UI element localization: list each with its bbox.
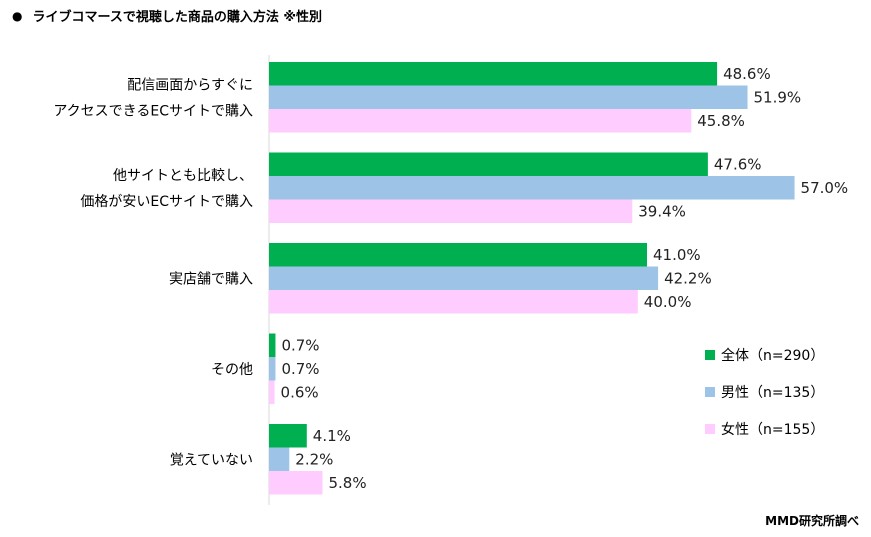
bar <box>269 109 692 133</box>
bar <box>269 357 276 381</box>
category-label: 実店舗で購入 <box>169 271 253 287</box>
bar <box>269 290 638 314</box>
bar <box>269 85 748 109</box>
legend-label: 女性（n=155） <box>721 421 824 438</box>
category-label-line: 配信画面からすぐに <box>127 77 253 93</box>
title-bullet: ● <box>12 8 23 23</box>
category-label-line: 他サイトとも比較し、 <box>113 168 253 184</box>
category-label: その他 <box>211 362 253 378</box>
data-label: 5.8% <box>328 474 366 492</box>
bar <box>269 380 275 404</box>
bar <box>269 176 795 200</box>
data-label: 0.6% <box>281 383 319 401</box>
bar <box>269 333 276 357</box>
data-label: 39.4% <box>638 202 686 220</box>
data-label: 48.6% <box>723 65 771 83</box>
category-label: 覚えていない <box>170 452 253 468</box>
category-label-line: 実店舗で購入 <box>169 271 253 287</box>
bar <box>269 243 648 267</box>
category-label-line: 価格が安いECサイトで購入 <box>80 194 253 210</box>
data-label: 41.0% <box>653 246 701 264</box>
bar <box>269 62 718 86</box>
data-label: 4.1% <box>313 427 351 445</box>
category-label-line: アクセスできるECサイトで購入 <box>53 103 253 119</box>
data-label: 47.6% <box>714 155 762 173</box>
bar <box>269 266 659 290</box>
legend-label: 男性（n=135） <box>721 385 824 401</box>
category-label-line: 覚えていない <box>170 452 253 468</box>
data-label: 42.2% <box>664 269 712 287</box>
data-label: 45.8% <box>697 112 745 130</box>
legend-swatch <box>705 387 715 397</box>
bar <box>269 447 290 471</box>
data-label: 0.7% <box>281 336 319 354</box>
source-credit: MMD研究所調べ <box>765 514 859 528</box>
category-label: 配信画面からすぐにアクセスできるECサイトで購入 <box>53 77 253 119</box>
bar <box>269 471 323 495</box>
legend-label: 全体（n=290） <box>721 347 824 364</box>
data-label: 40.0% <box>644 293 692 311</box>
data-label: 2.2% <box>295 450 333 468</box>
legend-swatch <box>705 424 715 434</box>
legend-swatch <box>705 350 715 360</box>
bar <box>269 152 708 176</box>
data-label: 57.0% <box>801 179 849 197</box>
bar <box>269 424 307 448</box>
chart-title: ● ライブコマースで視聴した商品の購入方法 ※性別 <box>12 6 322 26</box>
title-text: ライブコマースで視聴した商品の購入方法 ※性別 <box>32 10 322 25</box>
category-label-line: その他 <box>211 362 253 378</box>
data-label: 51.9% <box>754 88 802 106</box>
bar <box>269 199 633 223</box>
data-label: 0.7% <box>281 360 319 378</box>
category-label: 他サイトとも比較し、価格が安いECサイトで購入 <box>80 168 253 210</box>
